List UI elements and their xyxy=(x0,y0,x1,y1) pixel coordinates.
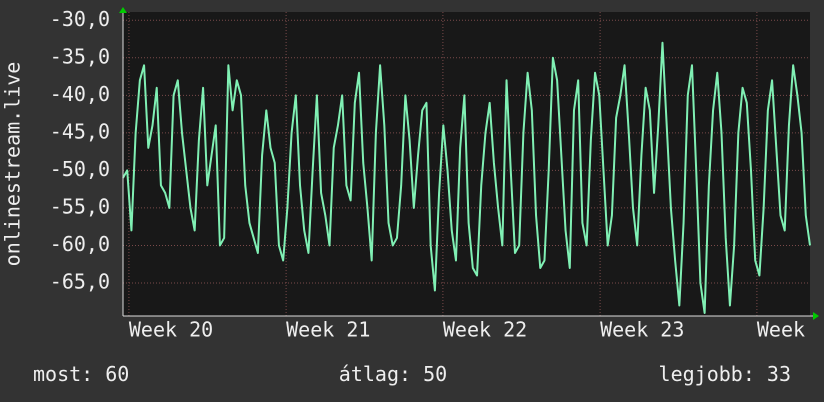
marks xyxy=(122,41,811,314)
y-arrow xyxy=(119,7,127,13)
y-tick-label: -65,0 xyxy=(50,269,110,293)
y-tick-label: -45,0 xyxy=(50,119,110,143)
y-tick-label: -30,0 xyxy=(50,7,110,31)
y-axis-title: onlinestream.live xyxy=(1,62,25,267)
stat-value: 50 xyxy=(423,362,447,386)
stat-now: most: 60 xyxy=(33,362,129,386)
x-tick-label: Week 21 xyxy=(286,318,370,342)
stat-avg: átlag: 50 xyxy=(339,362,447,386)
y-tick-label: -50,0 xyxy=(50,157,110,181)
stat-value: 33 xyxy=(767,362,791,386)
stat-label: átlag: xyxy=(339,362,411,386)
x-tick-label: Week 23 xyxy=(600,318,684,342)
x-tick-label: Week xyxy=(757,318,805,342)
x-tick-label: Week 20 xyxy=(129,318,213,342)
data-line xyxy=(122,41,811,314)
x-tick-label: Week 22 xyxy=(443,318,527,342)
y-tick-label: -35,0 xyxy=(50,44,110,68)
stat-value: 60 xyxy=(105,362,129,386)
grid xyxy=(123,12,810,316)
y-tick-label: -60,0 xyxy=(50,232,110,256)
stat-best: legjobb: 33 xyxy=(659,362,791,386)
stat-label: most: xyxy=(33,362,93,386)
y-tick-label: -55,0 xyxy=(50,194,110,218)
y-tick-label: -40,0 xyxy=(50,82,110,106)
x-arrow xyxy=(813,312,819,320)
stat-label: legjobb: xyxy=(659,362,755,386)
